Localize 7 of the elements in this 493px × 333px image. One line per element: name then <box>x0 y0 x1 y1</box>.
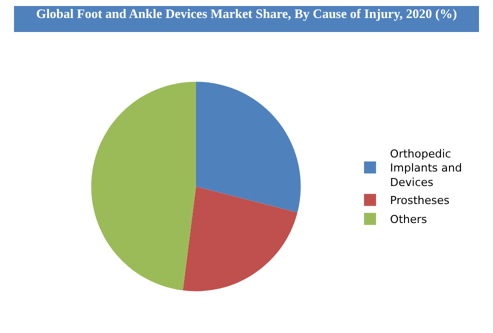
pie-slice <box>196 82 301 213</box>
pie-slice <box>182 186 298 292</box>
legend-label: Orthopedic Implants and Devices <box>390 147 462 190</box>
chart-title: Global Foot and Ankle Devices Market Share, By Cause of Injury, 2020 (%) <box>14 6 479 32</box>
legend-label: Others <box>390 213 428 226</box>
pie-slice <box>91 82 196 290</box>
legend-label: Prostheses <box>390 194 450 208</box>
